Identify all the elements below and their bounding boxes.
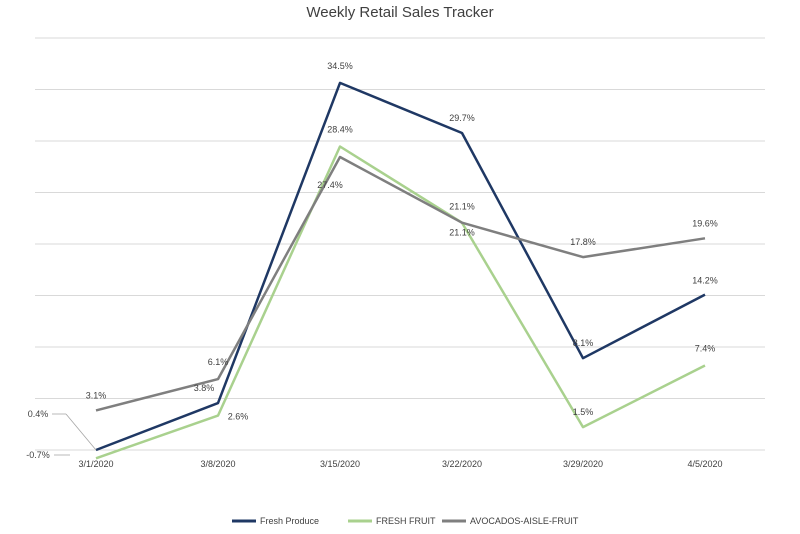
x-tick-label: 4/5/2020 — [687, 459, 722, 469]
x-tick-label: 3/15/2020 — [320, 459, 360, 469]
callout-label: 0.4% — [28, 409, 49, 419]
series-line-avocados-aisle-fruit — [95, 155, 706, 412]
series-line-fresh-fruit — [95, 145, 706, 460]
series-line-fresh-produce — [95, 81, 706, 452]
data-label: 8.1% — [573, 338, 594, 348]
data-label: 1.5% — [573, 407, 594, 417]
legend-label: AVOCADOS-AISLE-FRUIT — [470, 516, 579, 526]
data-label: 21.1% — [449, 202, 475, 212]
data-label: 17.8% — [570, 237, 596, 247]
data-label: 3.8% — [194, 383, 215, 393]
data-label: 28.4% — [327, 125, 353, 135]
data-label: 14.2% — [692, 276, 718, 286]
chart-title: Weekly Retail Sales Tracker — [306, 4, 494, 21]
legend-label: Fresh Produce — [260, 516, 319, 526]
x-tick-label: 3/8/2020 — [200, 459, 235, 469]
x-tick-label: 3/29/2020 — [563, 459, 603, 469]
data-label: 3.1% — [86, 390, 107, 400]
data-label: 27.4% — [317, 180, 343, 190]
data-label: 2.6% — [228, 412, 249, 422]
callout-leader — [65, 413, 97, 451]
x-tick-label: 3/1/2020 — [78, 459, 113, 469]
x-tick-label: 3/22/2020 — [442, 459, 482, 469]
legend-label: FRESH FRUIT — [376, 516, 436, 526]
data-label: 34.5% — [327, 61, 353, 71]
data-label: 7.4% — [695, 344, 716, 354]
callout-label: -0.7% — [26, 450, 50, 460]
data-label: 6.1% — [208, 357, 229, 367]
data-label: 19.6% — [692, 218, 718, 228]
data-label: 29.7% — [449, 113, 475, 123]
data-label: 21.1% — [449, 228, 475, 238]
